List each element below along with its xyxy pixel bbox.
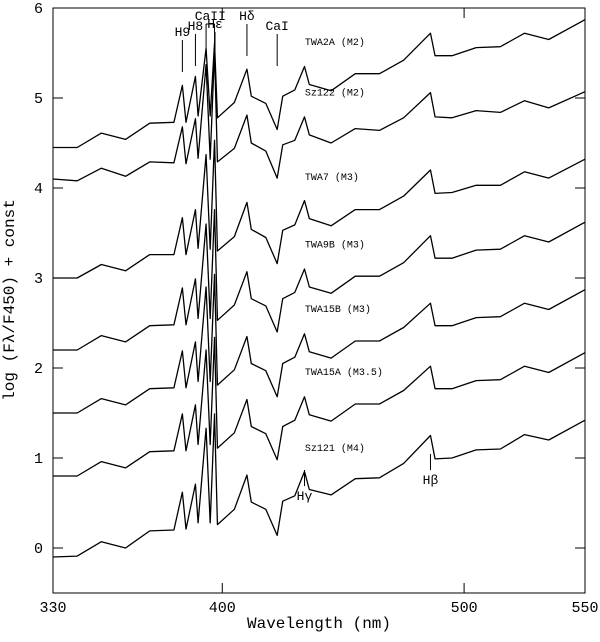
y-tick-label: 2 — [34, 361, 43, 378]
y-tick-label: 1 — [34, 451, 43, 468]
y-tick-label: 6 — [34, 1, 43, 18]
line-id-label: Hδ — [239, 9, 255, 24]
series-label: Sz122 (M2) — [305, 87, 365, 99]
x-tick-label: 330 — [39, 600, 66, 617]
series-label: TWA2A (M2) — [305, 37, 365, 49]
spectrum-line — [53, 208, 586, 351]
y-tick-label: 0 — [34, 541, 43, 558]
y-tick-label: 4 — [34, 181, 43, 198]
series-label: TWA7 (M3) — [305, 172, 359, 184]
spectrum-line — [52, 50, 586, 182]
line-id-label: Hβ — [423, 473, 439, 488]
y-tick-label: 3 — [34, 271, 43, 288]
spectrum-line — [53, 336, 586, 477]
line-id-label: CaII — [195, 9, 226, 24]
spectrum-line — [52, 413, 586, 558]
line-id-label: Hε — [207, 17, 223, 32]
series-label: TWA15B (M3) — [305, 304, 371, 316]
x-tick-label: 550 — [571, 600, 598, 617]
series-label: Sz121 (M4) — [305, 443, 365, 455]
y-axis-label: log (Fλ/F450) + const — [1, 199, 19, 401]
x-axis-label: Wavelength (nm) — [247, 615, 391, 633]
series-label: TWA9B (M3) — [305, 239, 365, 251]
spectrum-line — [53, 19, 586, 149]
line-id-label: Hγ — [297, 489, 313, 504]
y-tick-label: 5 — [34, 91, 43, 108]
spectrum-line — [53, 273, 586, 414]
line-id-label: H9 — [175, 25, 191, 40]
x-tick-label: 400 — [209, 600, 236, 617]
line-id-label: CaI — [265, 19, 288, 34]
line-id-label: H8 — [188, 19, 204, 34]
plot-frame — [52, 7, 586, 594]
x-tick-label: 500 — [451, 600, 478, 617]
spectrum-line — [53, 139, 586, 279]
series-label: TWA15A (M3.5) — [305, 367, 383, 379]
